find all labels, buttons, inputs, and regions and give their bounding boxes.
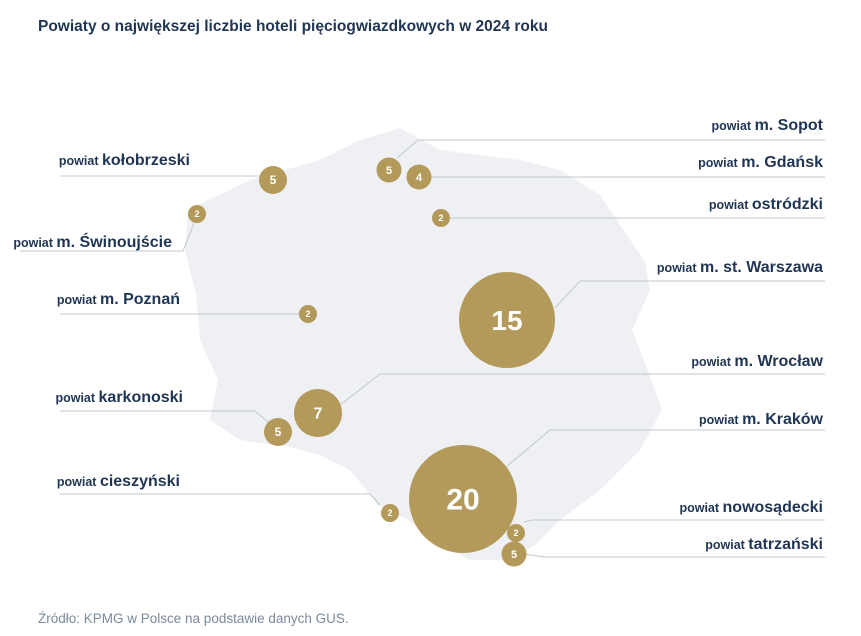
- leader-line-cieszyński: [60, 493, 381, 506]
- chart-title: Powiaty o największej liczbie hoteli pię…: [38, 18, 548, 35]
- bubble-m-kraków: [409, 445, 517, 553]
- name-label-m-sopot: powiat m. Sopot: [712, 117, 824, 134]
- value-label-ostródzki: 2: [438, 213, 443, 223]
- bubble-ostródzki: [432, 209, 450, 227]
- leader-line-m-st-warszawa: [554, 280, 825, 309]
- bubble-m-sopot: [376, 157, 402, 183]
- name-label-m-poznań: powiat m. Poznań: [57, 291, 180, 308]
- poland-map-shape: [185, 128, 662, 560]
- name-label-m-gdańsk: powiat m. Gdańsk: [698, 154, 823, 171]
- name-label-m-st-warszawa: powiat m. st. Warszawa: [657, 259, 823, 276]
- bubble-nowosądecki: [507, 524, 525, 542]
- bubble-m-świnoujście: [188, 205, 206, 223]
- labels: powiat m. Sopot powiat kołobrzeski powiat …: [13, 117, 823, 553]
- value-label-kołobrzeski: 5: [270, 173, 277, 187]
- value-label-cieszyński: 2: [387, 508, 392, 518]
- leader-line-m-sopot: [396, 139, 825, 159]
- leader-line-m-kraków: [504, 429, 825, 469]
- leader-line-m-świnoujście: [20, 222, 195, 252]
- bubble-m-st-warszawa: [459, 272, 555, 368]
- bubble-m-wrocław: [294, 389, 342, 437]
- source-note: Źródło: KPMG w Polsce na podstawie danyc…: [38, 611, 349, 626]
- value-label-m-st-warszawa: 15: [491, 305, 522, 336]
- value-label-tatrzański: 5: [511, 549, 517, 561]
- name-label-karkonoski: powiat karkonoski: [55, 389, 183, 406]
- name-label-m-wrocław: powiat m. Wrocław: [691, 353, 823, 370]
- name-label-m-świnoujście: powiat m. Świnoujście: [13, 232, 172, 251]
- bubble-kołobrzeski: [259, 166, 287, 194]
- value-label-m-świnoujście: 2: [194, 209, 199, 219]
- value-label-nowosądecki: 2: [513, 528, 518, 538]
- value-label-karkonoski: 5: [275, 425, 282, 439]
- name-label-tatrzański: powiat tatrzański: [705, 536, 823, 553]
- leader-line-nowosądecki: [523, 519, 825, 523]
- bubble-m-poznań: [299, 305, 317, 323]
- value-label-m-wrocław: 7: [314, 406, 323, 423]
- name-label-nowosądecki: powiat nowosądecki: [679, 499, 823, 516]
- name-label-m-kraków: powiat m. Kraków: [699, 411, 824, 428]
- bubble-cieszyński: [381, 504, 399, 522]
- name-label-kołobrzeski: powiat kołobrzeski: [59, 152, 190, 169]
- bubble-tatrzański: [501, 541, 527, 567]
- value-label-m-poznań: 2: [305, 309, 310, 319]
- name-label-ostródzki: powiat ostródzki: [709, 196, 823, 213]
- value-label-m-sopot: 5: [386, 165, 392, 177]
- bubbles: 5 5 4 2 2 15 2 7 5 20 2 2 5: [188, 157, 555, 567]
- bubble-karkonoski: [264, 418, 292, 446]
- name-label-cieszyński: powiat cieszyński: [57, 473, 180, 490]
- bubble-m-gdańsk: [406, 164, 432, 190]
- leader-line-karkonoski: [60, 410, 269, 423]
- value-label-m-gdańsk: 4: [416, 172, 423, 184]
- value-label-m-kraków: 20: [446, 484, 479, 517]
- leader-lines: [20, 139, 825, 558]
- leader-line-tatrzański: [522, 553, 825, 558]
- leader-line-m-wrocław: [339, 373, 825, 406]
